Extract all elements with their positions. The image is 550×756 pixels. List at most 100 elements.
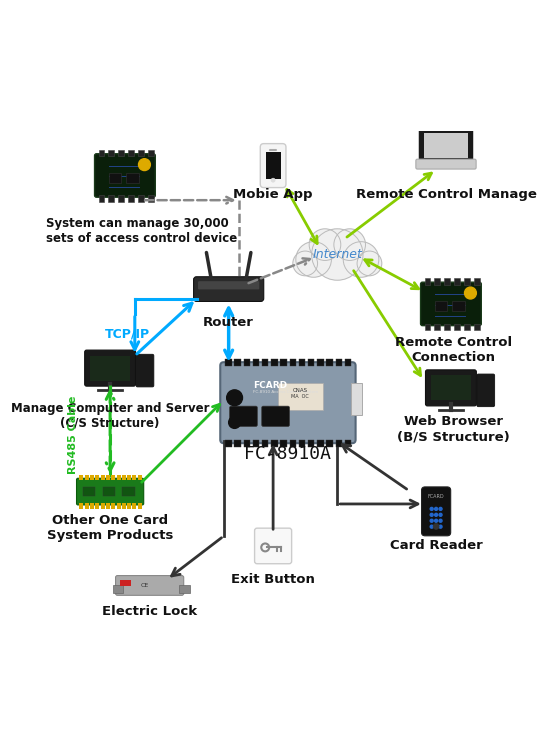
Circle shape (434, 525, 438, 528)
Text: MA  OC: MA OC (292, 395, 309, 399)
Text: FC-8910A: FC-8910A (244, 445, 332, 463)
FancyBboxPatch shape (106, 503, 110, 509)
FancyBboxPatch shape (90, 475, 94, 480)
FancyBboxPatch shape (113, 585, 123, 593)
Circle shape (357, 251, 382, 276)
FancyBboxPatch shape (345, 359, 351, 366)
Circle shape (433, 523, 439, 529)
FancyBboxPatch shape (474, 278, 480, 285)
FancyBboxPatch shape (106, 475, 110, 480)
FancyBboxPatch shape (477, 374, 494, 407)
Text: Manage Computer and Server
(C/S Structure): Manage Computer and Server (C/S Structur… (11, 401, 210, 429)
FancyBboxPatch shape (326, 359, 333, 366)
FancyBboxPatch shape (98, 150, 105, 156)
FancyBboxPatch shape (101, 503, 104, 509)
FancyBboxPatch shape (454, 278, 460, 285)
Circle shape (139, 159, 150, 171)
FancyBboxPatch shape (128, 195, 134, 202)
FancyBboxPatch shape (198, 281, 259, 290)
Text: Exit Button: Exit Button (231, 573, 315, 586)
FancyBboxPatch shape (103, 487, 115, 495)
FancyBboxPatch shape (262, 440, 268, 447)
Text: Other One Card
System Products: Other One Card System Products (47, 514, 173, 542)
FancyBboxPatch shape (444, 278, 450, 285)
FancyBboxPatch shape (128, 150, 134, 156)
Circle shape (343, 242, 379, 277)
Text: Internet: Internet (312, 248, 362, 261)
FancyBboxPatch shape (117, 503, 120, 509)
Circle shape (430, 507, 433, 510)
FancyBboxPatch shape (336, 359, 342, 366)
FancyBboxPatch shape (234, 440, 241, 447)
FancyBboxPatch shape (120, 580, 131, 587)
FancyBboxPatch shape (90, 503, 94, 509)
FancyBboxPatch shape (425, 278, 431, 285)
Circle shape (439, 507, 442, 510)
FancyBboxPatch shape (127, 475, 131, 480)
FancyBboxPatch shape (464, 278, 470, 285)
FancyBboxPatch shape (138, 475, 142, 480)
FancyBboxPatch shape (345, 440, 351, 447)
Circle shape (439, 513, 442, 516)
FancyBboxPatch shape (308, 440, 315, 447)
FancyBboxPatch shape (133, 503, 136, 509)
FancyBboxPatch shape (244, 440, 250, 447)
FancyBboxPatch shape (425, 324, 431, 330)
FancyBboxPatch shape (260, 144, 286, 187)
Circle shape (465, 287, 476, 299)
Circle shape (434, 507, 438, 510)
FancyBboxPatch shape (225, 359, 232, 366)
Circle shape (430, 513, 433, 516)
FancyBboxPatch shape (421, 487, 450, 536)
Text: Remote Control
Connection: Remote Control Connection (395, 336, 512, 364)
Circle shape (439, 519, 442, 522)
Circle shape (439, 525, 442, 528)
Text: RS485 Cable: RS485 Cable (68, 395, 78, 474)
FancyBboxPatch shape (262, 406, 289, 426)
FancyBboxPatch shape (85, 475, 89, 480)
FancyBboxPatch shape (179, 585, 190, 593)
Circle shape (309, 229, 341, 261)
FancyBboxPatch shape (85, 503, 89, 509)
FancyBboxPatch shape (194, 277, 264, 302)
Circle shape (430, 519, 433, 522)
FancyBboxPatch shape (111, 503, 116, 509)
FancyBboxPatch shape (289, 440, 296, 447)
FancyBboxPatch shape (80, 503, 84, 509)
FancyBboxPatch shape (271, 359, 278, 366)
Circle shape (312, 229, 363, 280)
FancyBboxPatch shape (83, 487, 95, 495)
FancyBboxPatch shape (289, 359, 296, 366)
FancyBboxPatch shape (452, 302, 465, 311)
Circle shape (430, 525, 433, 528)
FancyBboxPatch shape (280, 359, 287, 366)
Text: FC-8910 Access Control System: FC-8910 Access Control System (254, 390, 318, 394)
FancyBboxPatch shape (253, 359, 259, 366)
FancyBboxPatch shape (225, 440, 232, 447)
FancyBboxPatch shape (280, 440, 287, 447)
FancyBboxPatch shape (138, 195, 144, 202)
FancyBboxPatch shape (474, 324, 480, 330)
FancyBboxPatch shape (90, 355, 130, 381)
FancyBboxPatch shape (435, 302, 447, 311)
Text: Web Browser
(B/S Structure): Web Browser (B/S Structure) (397, 415, 510, 443)
Circle shape (434, 513, 438, 516)
FancyBboxPatch shape (416, 160, 476, 169)
FancyBboxPatch shape (317, 359, 323, 366)
FancyBboxPatch shape (255, 528, 292, 564)
Circle shape (229, 417, 240, 429)
FancyBboxPatch shape (117, 475, 120, 480)
Circle shape (227, 390, 243, 406)
FancyBboxPatch shape (220, 362, 356, 443)
FancyBboxPatch shape (464, 324, 470, 330)
FancyBboxPatch shape (424, 133, 468, 158)
FancyBboxPatch shape (271, 440, 278, 447)
FancyBboxPatch shape (444, 324, 450, 330)
FancyBboxPatch shape (278, 383, 322, 410)
FancyBboxPatch shape (123, 487, 135, 495)
FancyBboxPatch shape (434, 278, 441, 285)
FancyBboxPatch shape (138, 503, 142, 509)
FancyBboxPatch shape (138, 150, 144, 156)
Text: FCARD: FCARD (428, 494, 444, 499)
FancyBboxPatch shape (299, 359, 305, 366)
